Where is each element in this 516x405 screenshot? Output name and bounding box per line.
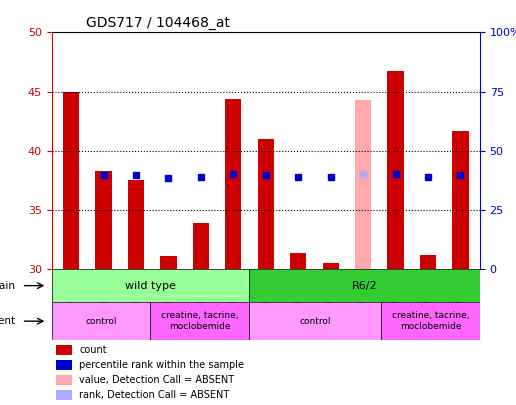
Bar [63, 92, 79, 269]
Text: GDS717 / 104468_at: GDS717 / 104468_at [86, 16, 230, 30]
Text: strain: strain [0, 281, 15, 291]
Bar [52, 269, 249, 302]
Bar [56, 375, 72, 385]
Text: wild type: wild type [125, 281, 176, 291]
Bar [249, 302, 381, 340]
Bar [128, 180, 144, 269]
Bar [193, 223, 209, 269]
Bar [56, 390, 72, 400]
Text: creatine, tacrine,
moclobemide: creatine, tacrine, moclobemide [161, 311, 238, 331]
Text: agent: agent [0, 316, 15, 326]
Bar [322, 263, 338, 269]
Text: percentile rank within the sample: percentile rank within the sample [79, 360, 245, 370]
Text: value, Detection Call = ABSENT: value, Detection Call = ABSENT [79, 375, 235, 385]
Bar [381, 302, 480, 340]
Text: control: control [85, 317, 117, 326]
Text: control: control [299, 317, 331, 326]
Bar [453, 131, 469, 269]
Bar [95, 171, 111, 269]
Bar [56, 360, 72, 370]
Text: count: count [79, 345, 107, 355]
Bar [160, 256, 176, 269]
Bar [56, 345, 72, 356]
Bar [52, 302, 151, 340]
Bar [355, 100, 371, 269]
Bar [225, 99, 241, 269]
Bar [388, 71, 404, 269]
Text: creatine, tacrine,
moclobemide: creatine, tacrine, moclobemide [392, 311, 469, 331]
Text: R6/2: R6/2 [352, 281, 377, 291]
Bar [290, 253, 307, 269]
Bar [249, 269, 480, 302]
Text: rank, Detection Call = ABSENT: rank, Detection Call = ABSENT [79, 390, 230, 400]
Bar [257, 139, 274, 269]
Bar [420, 255, 436, 269]
Bar [151, 302, 249, 340]
